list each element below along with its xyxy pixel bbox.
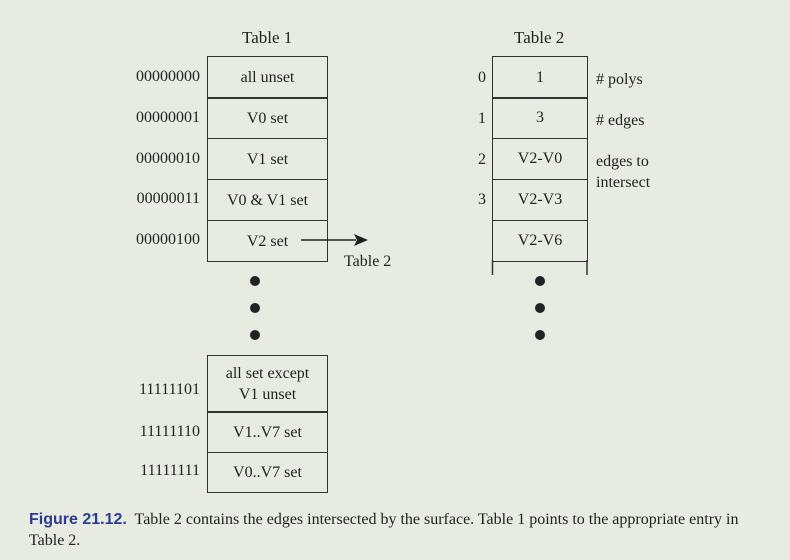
table2-note-0: # polys: [596, 71, 643, 88]
table2-cell-value: 1: [536, 68, 544, 86]
table1-code-4: 00000100: [136, 231, 200, 248]
table1-cell-3: V0 & V1 set: [207, 179, 328, 221]
table2-index-2: 2: [478, 151, 486, 168]
table2-cell-value: V2-V6: [517, 232, 563, 249]
table2-cell-value: 3: [536, 109, 544, 126]
table1-code-1: 00000001: [136, 109, 200, 126]
table1-cell-2: V1 set: [207, 138, 328, 180]
table1-code-5: 11111101: [138, 381, 200, 398]
table1-cell-0: all unset: [207, 56, 328, 99]
table1-code-3: 00000011: [136, 190, 200, 207]
table1-cell-label: V1..V7 set: [233, 423, 302, 441]
ellipsis-dot: [535, 330, 545, 340]
table1-cell-label: V0 set: [246, 109, 289, 127]
ellipsis-dot: [535, 276, 545, 286]
table1-title: Table 1: [242, 28, 293, 47]
table2-index-0: 0: [478, 69, 486, 86]
table2-cell-value: V2-V3: [517, 191, 563, 208]
table1-code-0: 00000000: [136, 68, 200, 85]
arrow-label: Table 2: [344, 253, 392, 270]
table1-cell-6: V1..V7 set: [207, 411, 328, 453]
table1-code-2: 00000010: [136, 150, 200, 167]
table1-code-7: 11111111: [140, 462, 200, 479]
table1-cell-label: V2 set: [246, 232, 289, 250]
table2-continuation: [491, 260, 588, 275]
figure-label: Figure 21.12.: [29, 511, 127, 528]
table1-cell-label: V0 & V1 set: [226, 191, 309, 209]
table2-index-1: 1: [478, 110, 486, 127]
table1-cell-label: V1 set: [246, 150, 289, 168]
table1-cell-7: V0..V7 set: [207, 452, 328, 493]
table1-cell-label: all unset: [240, 69, 295, 86]
table2-cell-3: V2-V3: [492, 179, 588, 221]
table2-cell-0: 1: [492, 56, 588, 99]
table2-note-1: # edges: [596, 112, 645, 129]
ellipsis-dot: [250, 276, 260, 286]
pointer-arrow: [301, 234, 368, 246]
figure-caption: Figure 21.12. Table 2 contains the edges…: [29, 509, 769, 551]
table2-index-3: 3: [478, 191, 486, 208]
table2-title: Table 2: [514, 28, 565, 47]
ellipsis-dot: [535, 303, 545, 313]
table1-cell-label: V0..V7 set: [233, 464, 302, 481]
table1-cell-1: V0 set: [207, 97, 328, 139]
table2-cell-1: 3: [492, 97, 588, 139]
ellipsis-dot: [250, 303, 260, 313]
table1-code-6: 11111110: [139, 423, 200, 440]
table2-note-2: edges to intersect: [596, 151, 650, 193]
note-line: edges to: [596, 153, 649, 170]
table1-cell-4: V2 set: [207, 220, 328, 262]
table2-cell-value: V2-V0: [517, 150, 563, 167]
ellipsis-dot: [250, 330, 260, 340]
table2-cell-4: V2-V6: [492, 220, 588, 262]
table1-cell-label: V1 unset: [238, 386, 297, 403]
caption-text: Table 2 contains the edges intersected b…: [29, 511, 739, 549]
note-line: intersect: [596, 174, 651, 191]
table2-cell-2: V2-V0: [492, 138, 588, 180]
table1-cell-label: all set except: [225, 365, 310, 382]
table1-cell-5: all set except V1 unset: [207, 355, 328, 413]
